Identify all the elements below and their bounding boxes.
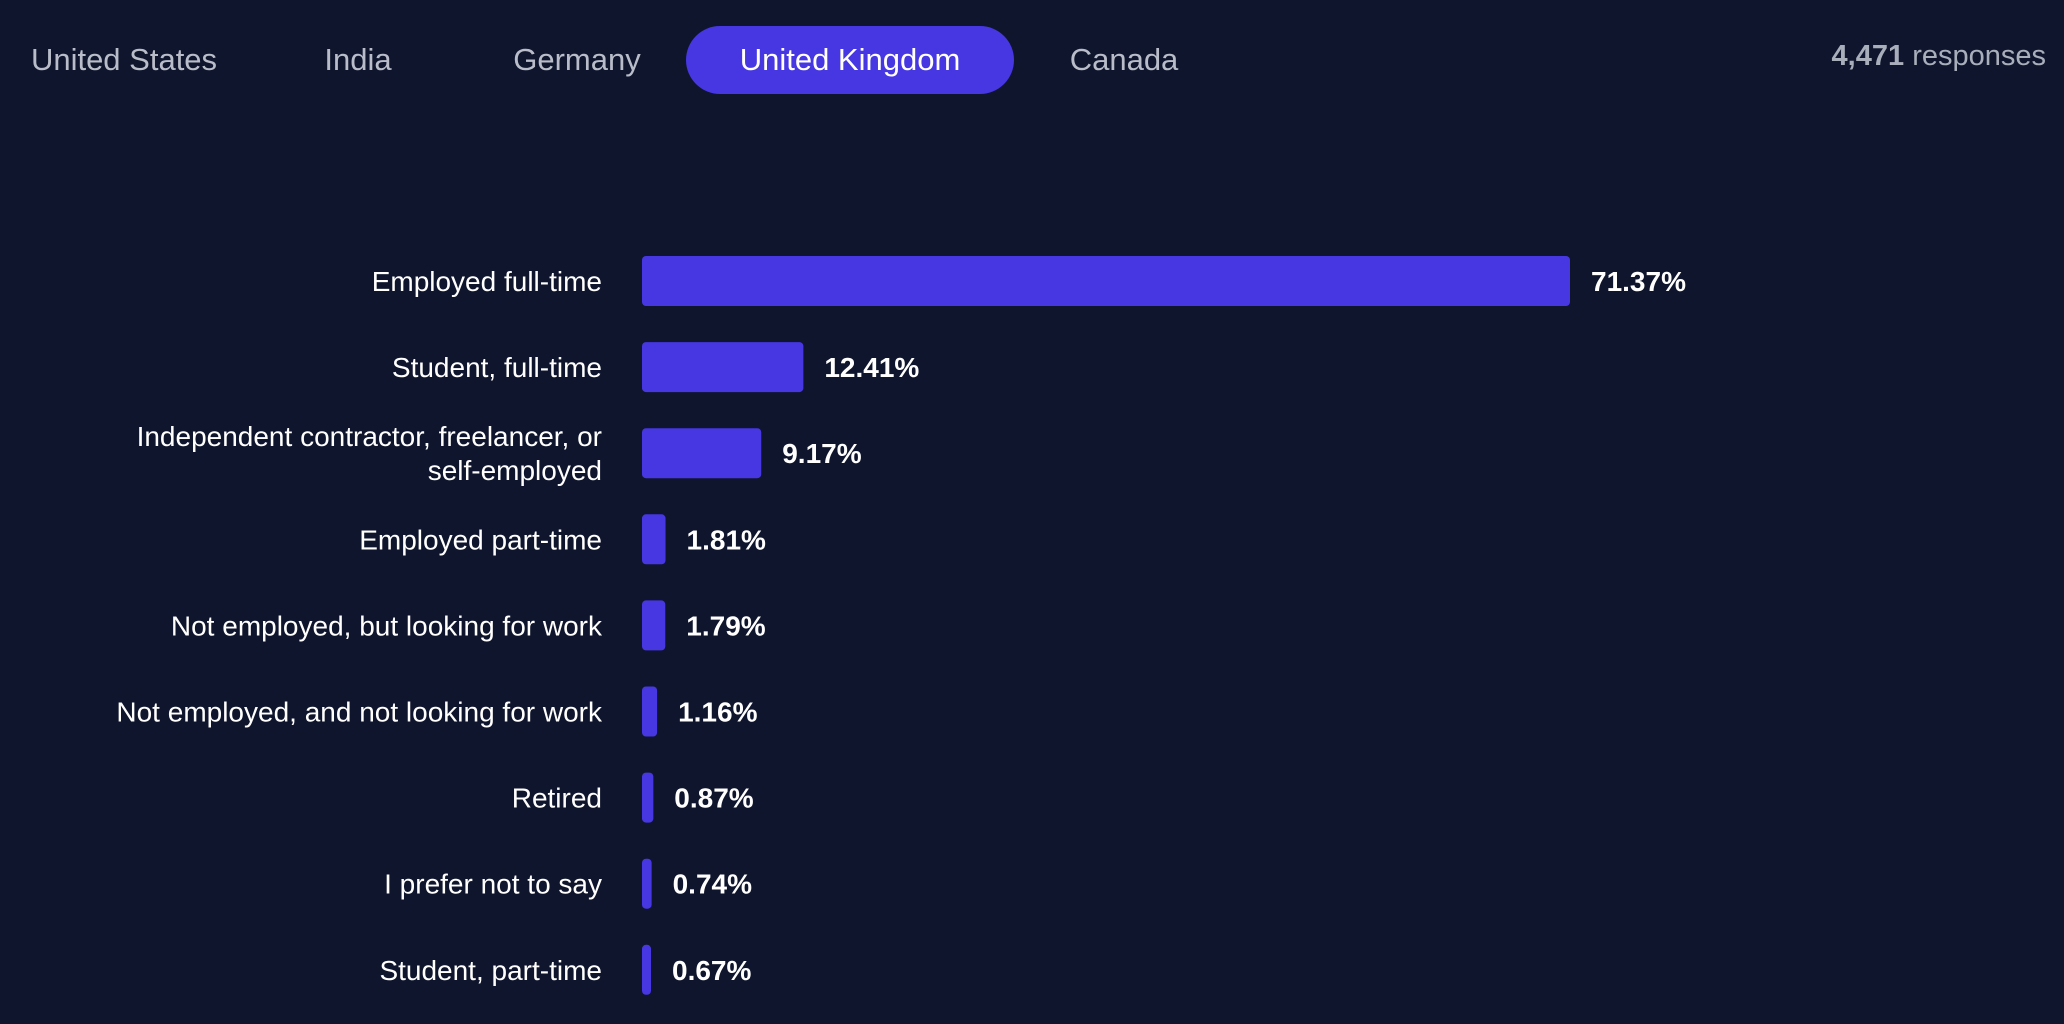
value-label-3: 1.81% <box>687 524 766 555</box>
category-label-line: Student, full-time <box>392 352 602 383</box>
value-label-0: 71.37% <box>1591 266 1686 297</box>
category-label-line: self-employed <box>428 455 602 486</box>
value-label-1: 12.41% <box>824 352 919 383</box>
bar-4[interactable] <box>642 600 666 651</box>
tab-united-kingdom[interactable]: United Kingdom <box>686 26 1014 94</box>
value-label-7: 0.74% <box>673 869 752 900</box>
value-label-2: 9.17% <box>782 438 861 469</box>
tab-india[interactable]: India <box>324 42 392 77</box>
bar-5[interactable] <box>642 686 658 737</box>
category-label-0: Employed full-time <box>372 266 602 297</box>
category-label-6: Retired <box>512 783 602 814</box>
category-label-1: Student, full-time <box>392 352 602 383</box>
bar-1[interactable] <box>642 342 804 393</box>
category-label-line: Student, part-time <box>379 955 602 986</box>
tab-germany[interactable]: Germany <box>513 42 641 77</box>
category-label-8: Student, part-time <box>379 955 602 986</box>
category-label-3: Employed part-time <box>359 524 602 555</box>
bar-0[interactable] <box>642 256 1570 306</box>
responses-number: 4,471 <box>1831 40 1905 72</box>
category-label-line: Retired <box>512 783 602 814</box>
country-tabs: United States India Germany United Kingd… <box>0 26 1234 94</box>
tab-canada[interactable]: Canada <box>1069 42 1179 77</box>
category-label-5: Not employed, and not looking for work <box>116 697 603 728</box>
bar-7[interactable] <box>642 858 652 909</box>
bar-3[interactable] <box>642 514 666 565</box>
value-label-8: 0.67% <box>672 955 751 986</box>
bar-2[interactable] <box>642 428 762 479</box>
category-label-line: I prefer not to say <box>384 869 602 900</box>
bar-8[interactable] <box>642 944 651 995</box>
category-label-line: Not employed, and not looking for work <box>116 697 603 728</box>
category-label-line: Employed full-time <box>372 266 602 297</box>
tab-united-states[interactable]: United States <box>30 42 218 77</box>
value-label-4: 1.79% <box>686 610 765 641</box>
category-label-line: Not employed, but looking for work <box>171 610 603 641</box>
category-label-2: Independent contractor, freelancer, or se… <box>137 421 602 486</box>
value-label-6: 0.87% <box>674 783 753 814</box>
bar-6[interactable] <box>642 772 654 823</box>
category-label-4: Not employed, but looking for work <box>171 610 603 641</box>
responses-label: responses <box>1912 40 2046 72</box>
responses-count: 4,471 responses <box>1832 40 2046 73</box>
category-label-line: Employed part-time <box>359 524 602 555</box>
category-label-7: I prefer not to say <box>384 869 602 900</box>
category-label-line: Independent contractor, freelancer, or <box>137 421 602 452</box>
value-label-5: 1.16% <box>678 697 757 728</box>
